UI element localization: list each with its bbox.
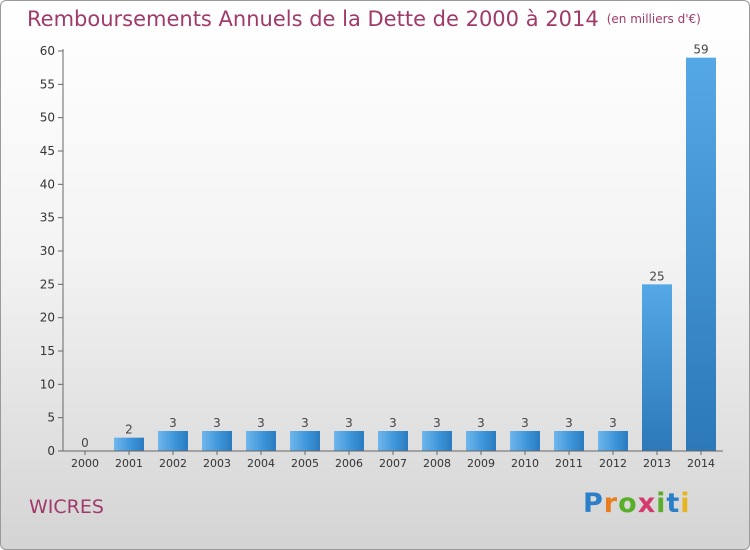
x-tick-label-2012: 2012 bbox=[599, 457, 627, 470]
y-tick-label-40: 40 bbox=[40, 177, 55, 191]
x-tick-label-2000: 2000 bbox=[71, 457, 99, 470]
y-tick-label-45: 45 bbox=[40, 144, 55, 158]
logo-letter: i bbox=[680, 488, 691, 519]
data-label-2014: 59 bbox=[693, 43, 708, 57]
data-label-2003: 3 bbox=[213, 416, 221, 430]
bar-2005 bbox=[290, 431, 320, 451]
logo-letter: x bbox=[637, 488, 657, 519]
x-tick-label-2005: 2005 bbox=[291, 457, 319, 470]
commune-name: WICRES bbox=[29, 496, 104, 518]
x-tick-label-2014: 2014 bbox=[687, 457, 715, 470]
y-tick-label-15: 15 bbox=[40, 344, 55, 358]
data-label-2005: 3 bbox=[301, 416, 309, 430]
x-tick-label-2008: 2008 bbox=[423, 457, 451, 470]
chart-title-text: Remboursements Annuels de la Dette de 20… bbox=[27, 7, 599, 31]
bar-2014 bbox=[686, 57, 716, 452]
y-tick-label-35: 35 bbox=[40, 211, 55, 225]
x-tick-label-2010: 2010 bbox=[511, 457, 539, 470]
bar-2008 bbox=[422, 431, 452, 451]
bar-2003 bbox=[202, 431, 232, 451]
logo-letter: r bbox=[603, 488, 619, 519]
data-label-2011: 3 bbox=[565, 416, 573, 430]
chart-unit: (en milliers d'€) bbox=[606, 12, 701, 26]
bar-2011 bbox=[554, 431, 584, 451]
x-tick-label-2001: 2001 bbox=[115, 457, 143, 470]
x-tick-label-2007: 2007 bbox=[379, 457, 407, 470]
x-tick-label-2011: 2011 bbox=[555, 457, 583, 470]
bar-2012 bbox=[598, 431, 628, 451]
bar-2009 bbox=[466, 431, 496, 451]
data-label-2009: 3 bbox=[477, 416, 485, 430]
data-label-2002: 3 bbox=[169, 416, 177, 430]
data-label-2000: 0 bbox=[81, 436, 89, 450]
chart-title: Remboursements Annuels de la Dette de 20… bbox=[27, 7, 701, 31]
data-label-2013: 25 bbox=[649, 269, 664, 283]
data-label-2001: 2 bbox=[125, 423, 133, 437]
x-tick-label-2002: 2002 bbox=[159, 457, 187, 470]
y-tick-label-25: 25 bbox=[40, 277, 55, 291]
logo-letter: t bbox=[666, 488, 681, 519]
logo-letter: i bbox=[656, 488, 667, 519]
y-tick-label-30: 30 bbox=[40, 244, 55, 258]
bar-2010 bbox=[510, 431, 540, 451]
y-tick-label-5: 5 bbox=[47, 411, 55, 425]
y-tick-label-55: 55 bbox=[40, 77, 55, 91]
y-tick-label-20: 20 bbox=[40, 311, 55, 325]
x-tick-label-2004: 2004 bbox=[247, 457, 275, 470]
x-tick-label-2006: 2006 bbox=[335, 457, 363, 470]
bar-2001 bbox=[114, 437, 144, 451]
y-tick-label-10: 10 bbox=[40, 377, 55, 391]
x-tick-label-2013: 2013 bbox=[643, 457, 671, 470]
bar-2006 bbox=[334, 431, 364, 451]
bar-2013 bbox=[642, 284, 672, 451]
data-label-2012: 3 bbox=[609, 416, 617, 430]
x-tick-label-2009: 2009 bbox=[467, 457, 495, 470]
data-label-2010: 3 bbox=[521, 416, 529, 430]
y-tick-label-0: 0 bbox=[47, 444, 55, 458]
data-label-2007: 3 bbox=[389, 416, 397, 430]
bar-2002 bbox=[158, 431, 188, 451]
bar-2007 bbox=[378, 431, 408, 451]
x-tick-label-2003: 2003 bbox=[203, 457, 231, 470]
logo-letter: P bbox=[583, 488, 604, 519]
data-label-2004: 3 bbox=[257, 416, 265, 430]
proxiti-logo: Proxiti bbox=[583, 488, 691, 519]
y-tick-label-60: 60 bbox=[40, 44, 55, 58]
data-label-2008: 3 bbox=[433, 416, 441, 430]
bar-2004 bbox=[246, 431, 276, 451]
data-label-2006: 3 bbox=[345, 416, 353, 430]
logo-letter: o bbox=[618, 488, 638, 519]
y-tick-label-50: 50 bbox=[40, 111, 55, 125]
